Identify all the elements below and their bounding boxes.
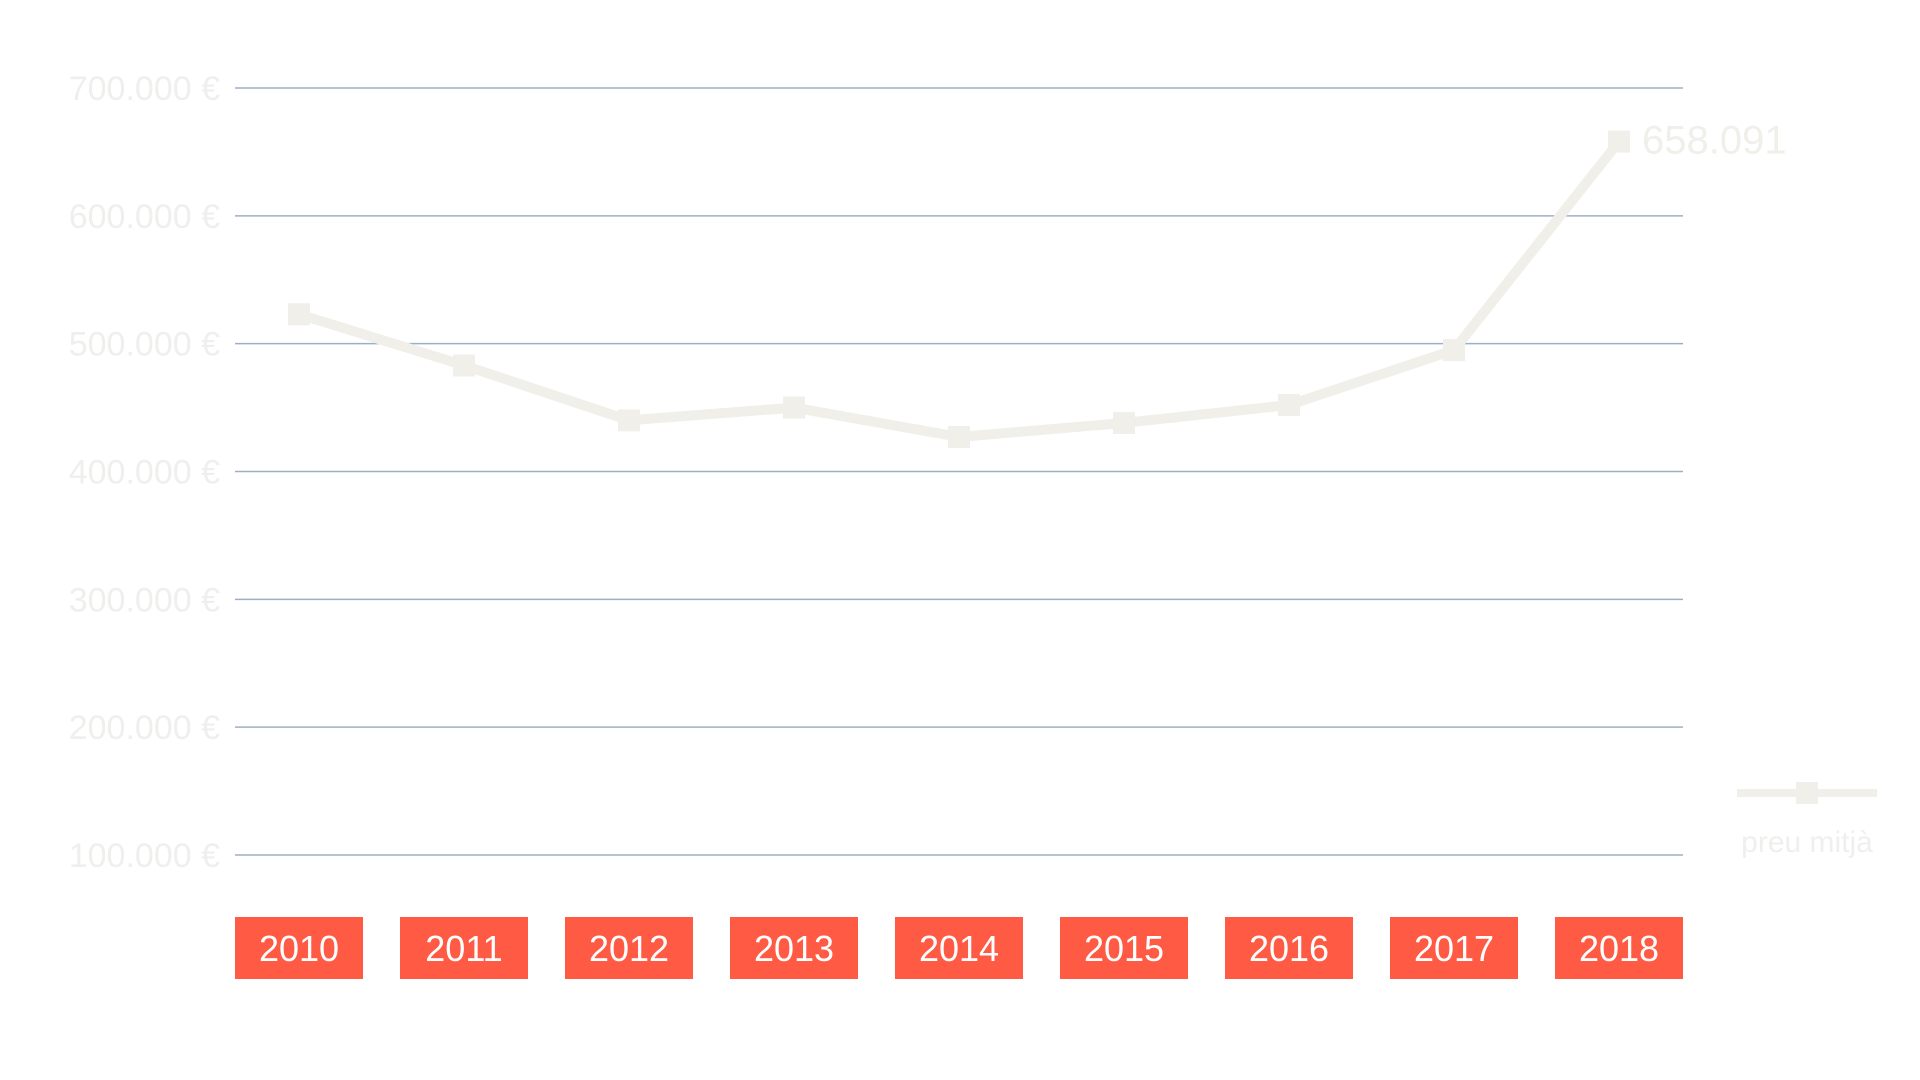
- data-point: [1443, 339, 1465, 362]
- x-tick-label: 2018: [1579, 928, 1659, 969]
- data-point: [618, 409, 640, 432]
- x-tick-box: [1390, 917, 1518, 979]
- legend-marker-swatch: [1796, 782, 1818, 804]
- data-label: 658.091: [1642, 119, 1787, 163]
- legend: preu mitjà: [1737, 782, 1877, 859]
- y-tick-label: 100.000 €: [69, 837, 220, 875]
- data-point: [783, 396, 805, 419]
- x-tick-box: [1225, 917, 1353, 979]
- x-tick-box: [235, 917, 363, 979]
- y-tick-label: 500.000 €: [69, 326, 220, 364]
- y-tick-label: 400.000 €: [69, 454, 220, 492]
- data-point: [948, 425, 970, 448]
- data-point: [288, 303, 310, 326]
- x-tick-label: 2014: [919, 928, 999, 969]
- gridlines: [235, 87, 1683, 856]
- y-axis-ticks: 100.000 € 200.000 € 300.000 € 400.000 € 500.…: [69, 70, 220, 875]
- x-tick-box: [565, 917, 693, 979]
- x-tick-label: 2011: [425, 928, 502, 969]
- x-tick-box: [895, 917, 1023, 979]
- data-point: [453, 354, 475, 377]
- series-preu-mitja: [288, 130, 1630, 448]
- x-tick-label: 2016: [1249, 928, 1329, 969]
- data-point: [1113, 411, 1135, 434]
- y-tick-label: 200.000 €: [69, 709, 220, 747]
- x-tick-label: 2012: [589, 928, 669, 969]
- series-line: [297, 138, 1623, 442]
- x-tick-box: [400, 917, 528, 979]
- y-tick-label: 600.000 €: [69, 198, 220, 236]
- x-tick-box: [1555, 917, 1683, 979]
- y-tick-label: 300.000 €: [69, 581, 220, 619]
- x-tick-box: [1060, 917, 1188, 979]
- x-tick-box: [730, 917, 858, 979]
- x-tick-label: 2013: [754, 928, 834, 969]
- data-point: [1278, 394, 1300, 417]
- x-tick-label: 2015: [1084, 928, 1164, 969]
- x-tick-label: 2017: [1414, 928, 1494, 969]
- data-point: [1608, 130, 1630, 153]
- y-tick-label: 700.000 €: [69, 70, 220, 108]
- x-tick-label: 2010: [259, 928, 339, 969]
- x-axis-ticks: 2010 2011 2012 2013 2014 2015 2016 2017 2018: [235, 917, 1683, 979]
- legend-entry-label: preu mitjà: [1741, 826, 1873, 859]
- data-labels: 658.091: [1642, 119, 1787, 163]
